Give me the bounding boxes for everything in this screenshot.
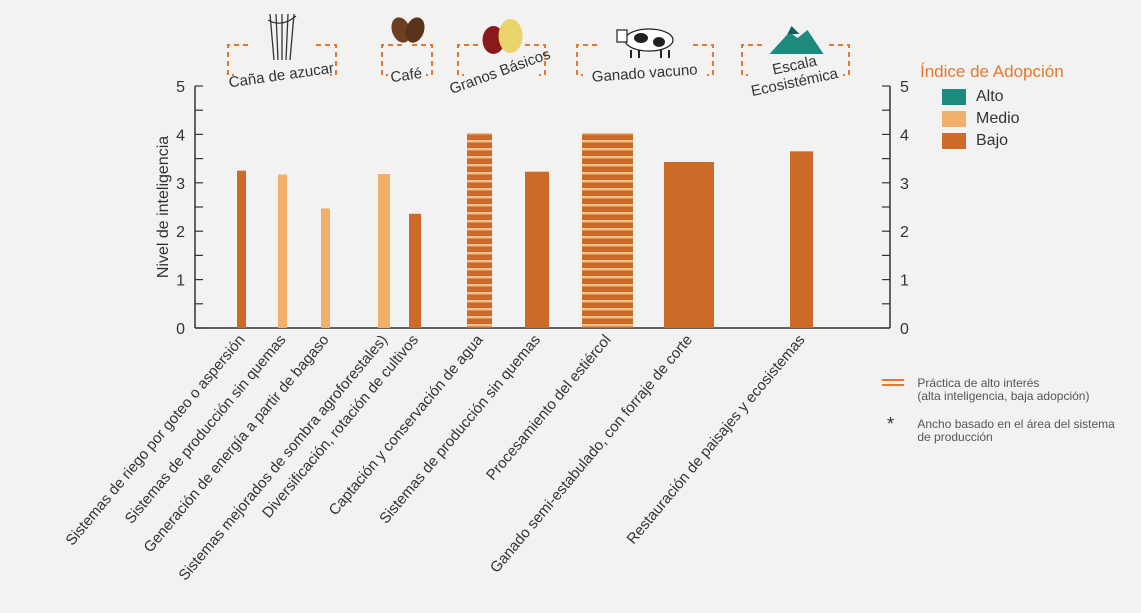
y-tick-label: 2 (176, 224, 185, 241)
legend-swatch-medio (942, 111, 966, 127)
bracket-right (412, 44, 433, 76)
bracket-right (525, 44, 546, 76)
y-tick-label-right: 1 (900, 273, 909, 290)
group-header: Café (381, 17, 433, 86)
bracket-left (741, 44, 762, 76)
bracket-left (227, 44, 248, 76)
legend-item-medio: Medio (920, 108, 1064, 130)
asterisk-mark: * (887, 414, 895, 434)
bracket-left (457, 44, 478, 76)
group-label: Granos Básicos (447, 46, 552, 98)
x-tick-label: Sistemas de producción sin quemas (122, 332, 290, 528)
y-tick-label-right: 4 (900, 127, 909, 144)
legend-title: Índice de Adopción (920, 62, 1064, 81)
y-tick-label: 3 (176, 176, 185, 193)
legend: Índice de Adopción Alto Medio Bajo (920, 62, 1064, 152)
y-axis-label: Nivel de inteligencia (155, 136, 172, 278)
bracket-right (316, 44, 337, 76)
legend-label-alto: Alto (976, 88, 1004, 105)
bracket-right (829, 44, 850, 76)
group-header: Ganado vacuno (576, 28, 714, 86)
x-tick-labels: Sistemas de riego por goteo o aspersiónS… (62, 331, 808, 584)
x-tick-label: Restauración de paisajes y ecosistemas (624, 332, 809, 548)
group-label: Caña de azucar (228, 60, 335, 92)
bars (237, 132, 813, 328)
legend-label-bajo: Bajo (976, 132, 1009, 149)
cow-icon (616, 28, 674, 58)
bar (664, 161, 714, 328)
legend-label-medio: Medio (976, 110, 1020, 127)
bar (525, 171, 549, 328)
y-tick-label: 4 (176, 127, 185, 144)
bar (237, 170, 246, 328)
group-headers: Caña de azucar Café Granos Básicos Ganado v… (227, 13, 850, 100)
legend-item-alto: Alto (920, 86, 1064, 108)
bar (582, 132, 633, 328)
y-tick-label-right: 5 (900, 79, 909, 96)
note-line: de producción (917, 430, 993, 444)
y-tick-label: 5 (176, 79, 185, 96)
beans-corn-icon (482, 19, 523, 54)
x-tick-label: Sistemas de riego por goteo o aspersión (62, 332, 248, 549)
legend-swatch-bajo (942, 133, 966, 149)
note-line: (alta inteligencia, baja adopción) (917, 389, 1090, 403)
bracket-right (693, 44, 714, 76)
sugarcane-icon (267, 13, 297, 61)
bar (321, 208, 330, 328)
y-tick-label-right: 0 (900, 321, 909, 338)
group-header: Caña de azucar (227, 13, 337, 92)
note-line: Ancho basado en el área del sistema (917, 417, 1115, 431)
bar (409, 213, 421, 328)
note-line: Práctica de alto interés (917, 376, 1040, 390)
group-label: Ganado vacuno (591, 61, 698, 85)
bar (278, 174, 287, 328)
bar (467, 132, 492, 328)
y-tick-label-right: 3 (900, 176, 909, 193)
y-tick-label-right: 2 (900, 224, 909, 241)
legend-item-bajo: Bajo (920, 130, 1064, 152)
bracket-left (381, 44, 402, 76)
axes: 0 0 1 1 2 2 3 3 4 4 5 5 Nivel de inteligencia (155, 79, 909, 338)
bar (378, 174, 390, 328)
note-width: * Ancho basado en el área del sistema de… (882, 414, 1115, 444)
mountain-icon (769, 26, 824, 54)
group-header: Granos Básicos (447, 19, 553, 98)
bar (790, 151, 813, 328)
y-tick-label: 1 (176, 273, 185, 290)
group-label: Café (390, 65, 424, 86)
coffee-bean-icon (391, 17, 425, 43)
stripe-pattern-icon (882, 377, 914, 392)
y-tick-label: 0 (176, 321, 185, 338)
bracket-left (576, 44, 597, 76)
note-high-interest: Práctica de alto interés (alta inteligen… (882, 377, 1089, 403)
legend-swatch-alto (942, 89, 966, 105)
